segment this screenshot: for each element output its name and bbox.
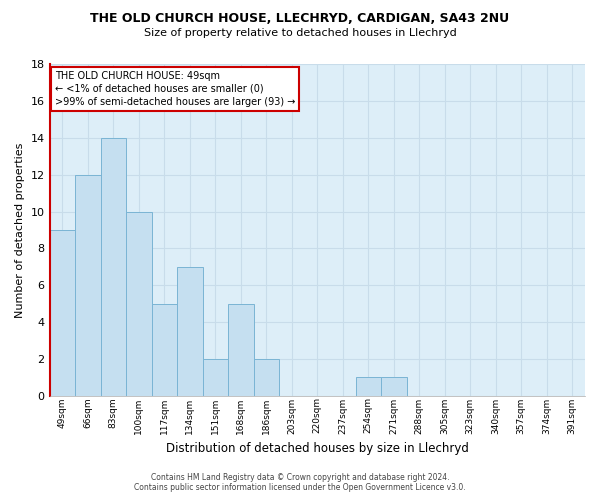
Text: THE OLD CHURCH HOUSE: 49sqm
← <1% of detached houses are smaller (0)
>99% of sem: THE OLD CHURCH HOUSE: 49sqm ← <1% of det…: [55, 70, 295, 107]
Bar: [126, 212, 152, 396]
Bar: [228, 304, 254, 396]
Bar: [50, 230, 75, 396]
Bar: [101, 138, 126, 396]
Text: THE OLD CHURCH HOUSE, LLECHRYD, CARDIGAN, SA43 2NU: THE OLD CHURCH HOUSE, LLECHRYD, CARDIGAN…: [91, 12, 509, 26]
Bar: [381, 378, 407, 396]
Bar: [75, 174, 101, 396]
Bar: [203, 359, 228, 396]
Bar: [254, 359, 279, 396]
X-axis label: Distribution of detached houses by size in Llechryd: Distribution of detached houses by size …: [166, 442, 469, 455]
Text: Size of property relative to detached houses in Llechryd: Size of property relative to detached ho…: [143, 28, 457, 38]
Text: Contains HM Land Registry data © Crown copyright and database right 2024.
Contai: Contains HM Land Registry data © Crown c…: [134, 473, 466, 492]
Bar: [152, 304, 177, 396]
Y-axis label: Number of detached properties: Number of detached properties: [15, 142, 25, 318]
Bar: [177, 267, 203, 396]
Bar: [356, 378, 381, 396]
